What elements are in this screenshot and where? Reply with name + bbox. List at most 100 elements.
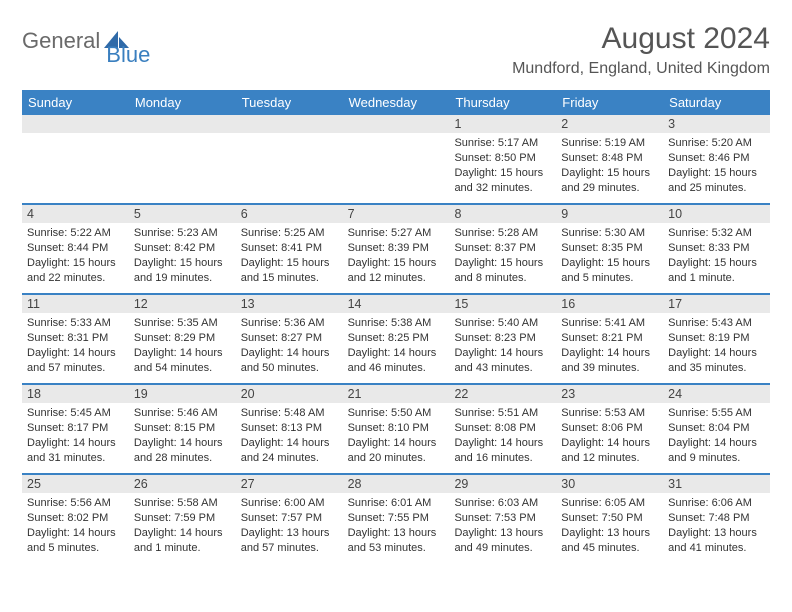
calendar-cell: 27 Sunrise: 6:00 AMSunset: 7:57 PMDayligh… [236,475,343,563]
day-number: 29 [449,475,556,493]
sunrise-text: Sunrise: 5:53 AM [561,406,658,421]
calendar-cell: 30Sunrise: 6:05 AMSunset: 7:50 PMDayligh… [556,475,663,563]
calendar-cell: . [22,115,129,203]
sunrise-text: Sunrise: 5:41 AM [561,316,658,331]
sunset-text: Sunset: 7:53 PM [454,511,551,526]
sunset-text: Sunset: 8:39 PM [348,241,445,256]
sunset-text: Sunset: 7:57 PM [241,511,338,526]
calendar-cell: 10Sunrise: 5:32 AMSunset: 8:33 PMDayligh… [663,205,770,293]
sunset-text: Sunset: 8:37 PM [454,241,551,256]
day-number: . [129,115,236,133]
daylight-text: Daylight: 14 hours and 20 minutes. [348,436,445,466]
sunset-text: Sunset: 8:25 PM [348,331,445,346]
sunrise-text: Sunrise: 5:48 AM [241,406,338,421]
day-number: 16 [556,295,663,313]
dow-sunday: Sunday [22,90,129,115]
sunset-text: Sunset: 8:29 PM [134,331,231,346]
sunset-text: Sunset: 8:48 PM [561,151,658,166]
day-number: 5 [129,205,236,223]
day-number: 9 [556,205,663,223]
day-number: 4 [22,205,129,223]
calendar-cell: 28Sunrise: 6:01 AMSunset: 7:55 PMDayligh… [343,475,450,563]
day-number: 22 [449,385,556,403]
day-number: 19 [129,385,236,403]
sunset-text: Sunset: 8:31 PM [27,331,124,346]
daylight-text: Daylight: 15 hours and 25 minutes. [668,166,765,196]
day-number: 11 [22,295,129,313]
daylight-text: Daylight: 14 hours and 57 minutes. [27,346,124,376]
sunset-text: Sunset: 8:19 PM [668,331,765,346]
calendar-cell: 14Sunrise: 5:38 AMSunset: 8:25 PMDayligh… [343,295,450,383]
day-number: 27 [236,475,343,493]
sunrise-text: Sunrise: 5:46 AM [134,406,231,421]
calendar-week: 25Sunrise: 5:56 AMSunset: 8:02 PMDayligh… [22,475,770,563]
sunrise-text: Sunrise: 5:45 AM [27,406,124,421]
day-number: 7 [343,205,450,223]
sunset-text: Sunset: 8:33 PM [668,241,765,256]
sunrise-text: Sunrise: 6:03 AM [454,496,551,511]
calendar-cell: . [129,115,236,203]
calendar-week: 18Sunrise: 5:45 AMSunset: 8:17 PMDayligh… [22,385,770,475]
day-number: . [22,115,129,133]
daylight-text: Daylight: 13 hours and 57 minutes. [241,526,338,556]
calendar-cell: 3Sunrise: 5:20 AMSunset: 8:46 PMDaylight… [663,115,770,203]
day-number: 26 [129,475,236,493]
sunset-text: Sunset: 8:13 PM [241,421,338,436]
sunrise-text: Sunrise: 5:22 AM [27,226,124,241]
sunset-text: Sunset: 8:10 PM [348,421,445,436]
day-number: 20 [236,385,343,403]
daylight-text: Daylight: 14 hours and 28 minutes. [134,436,231,466]
calendar-cell: 19Sunrise: 5:46 AMSunset: 8:15 PMDayligh… [129,385,236,473]
daylight-text: Daylight: 14 hours and 5 minutes. [27,526,124,556]
calendar-cell: 5Sunrise: 5:23 AMSunset: 8:42 PMDaylight… [129,205,236,293]
sunrise-text: Sunrise: 5:28 AM [454,226,551,241]
calendar-cell: 6Sunrise: 5:25 AMSunset: 8:41 PMDaylight… [236,205,343,293]
day-number: 15 [449,295,556,313]
sunset-text: Sunset: 7:55 PM [348,511,445,526]
daylight-text: Daylight: 15 hours and 1 minute. [668,256,765,286]
sunrise-text: Sunrise: 5:36 AM [241,316,338,331]
sunset-text: Sunset: 7:59 PM [134,511,231,526]
sunrise-text: Sunrise: 5:38 AM [348,316,445,331]
sunrise-text: Sunrise: 5:58 AM [134,496,231,511]
sunrise-text: Sunrise: 6:01 AM [348,496,445,511]
day-number: 23 [556,385,663,403]
daylight-text: Daylight: 14 hours and 43 minutes. [454,346,551,376]
brand-logo: General Blue [22,28,176,54]
daylight-text: Daylight: 15 hours and 15 minutes. [241,256,338,286]
day-number: 6 [236,205,343,223]
daylight-text: Daylight: 15 hours and 22 minutes. [27,256,124,286]
daylight-text: Daylight: 14 hours and 9 minutes. [668,436,765,466]
calendar-cell: 8Sunrise: 5:28 AMSunset: 8:37 PMDaylight… [449,205,556,293]
day-number: 14 [343,295,450,313]
brand-word-2: Blue [106,42,150,68]
day-number: 17 [663,295,770,313]
day-number: 12 [129,295,236,313]
sunrise-text: Sunrise: 5:17 AM [454,136,551,151]
sunset-text: Sunset: 8:44 PM [27,241,124,256]
calendar-cell: 21Sunrise: 5:50 AMSunset: 8:10 PMDayligh… [343,385,450,473]
day-number: 10 [663,205,770,223]
calendar-cell: . [236,115,343,203]
day-number: 24 [663,385,770,403]
sunset-text: Sunset: 8:35 PM [561,241,658,256]
sunset-text: Sunset: 8:50 PM [454,151,551,166]
calendar-cell: 23Sunrise: 5:53 AMSunset: 8:06 PMDayligh… [556,385,663,473]
sunrise-text: Sunrise: 5:43 AM [668,316,765,331]
calendar-cell: 29Sunrise: 6:03 AMSunset: 7:53 PMDayligh… [449,475,556,563]
calendar-cell: 16Sunrise: 5:41 AMSunset: 8:21 PMDayligh… [556,295,663,383]
daylight-text: Daylight: 13 hours and 53 minutes. [348,526,445,556]
calendar-week: 11Sunrise: 5:33 AMSunset: 8:31 PMDayligh… [22,295,770,385]
calendar-cell: 31Sunrise: 6:06 AMSunset: 7:48 PMDayligh… [663,475,770,563]
sunset-text: Sunset: 7:48 PM [668,511,765,526]
calendar-cell: 18Sunrise: 5:45 AMSunset: 8:17 PMDayligh… [22,385,129,473]
sunrise-text: Sunrise: 5:19 AM [561,136,658,151]
sunrise-text: Sunrise: 6:00 AM [241,496,338,511]
sunset-text: Sunset: 8:46 PM [668,151,765,166]
calendar-cell: 20Sunrise: 5:48 AMSunset: 8:13 PMDayligh… [236,385,343,473]
day-number: . [236,115,343,133]
day-number: 30 [556,475,663,493]
daylight-text: Daylight: 15 hours and 29 minutes. [561,166,658,196]
calendar-cell: 24Sunrise: 5:55 AMSunset: 8:04 PMDayligh… [663,385,770,473]
calendar-cell: 13Sunrise: 5:36 AMSunset: 8:27 PMDayligh… [236,295,343,383]
